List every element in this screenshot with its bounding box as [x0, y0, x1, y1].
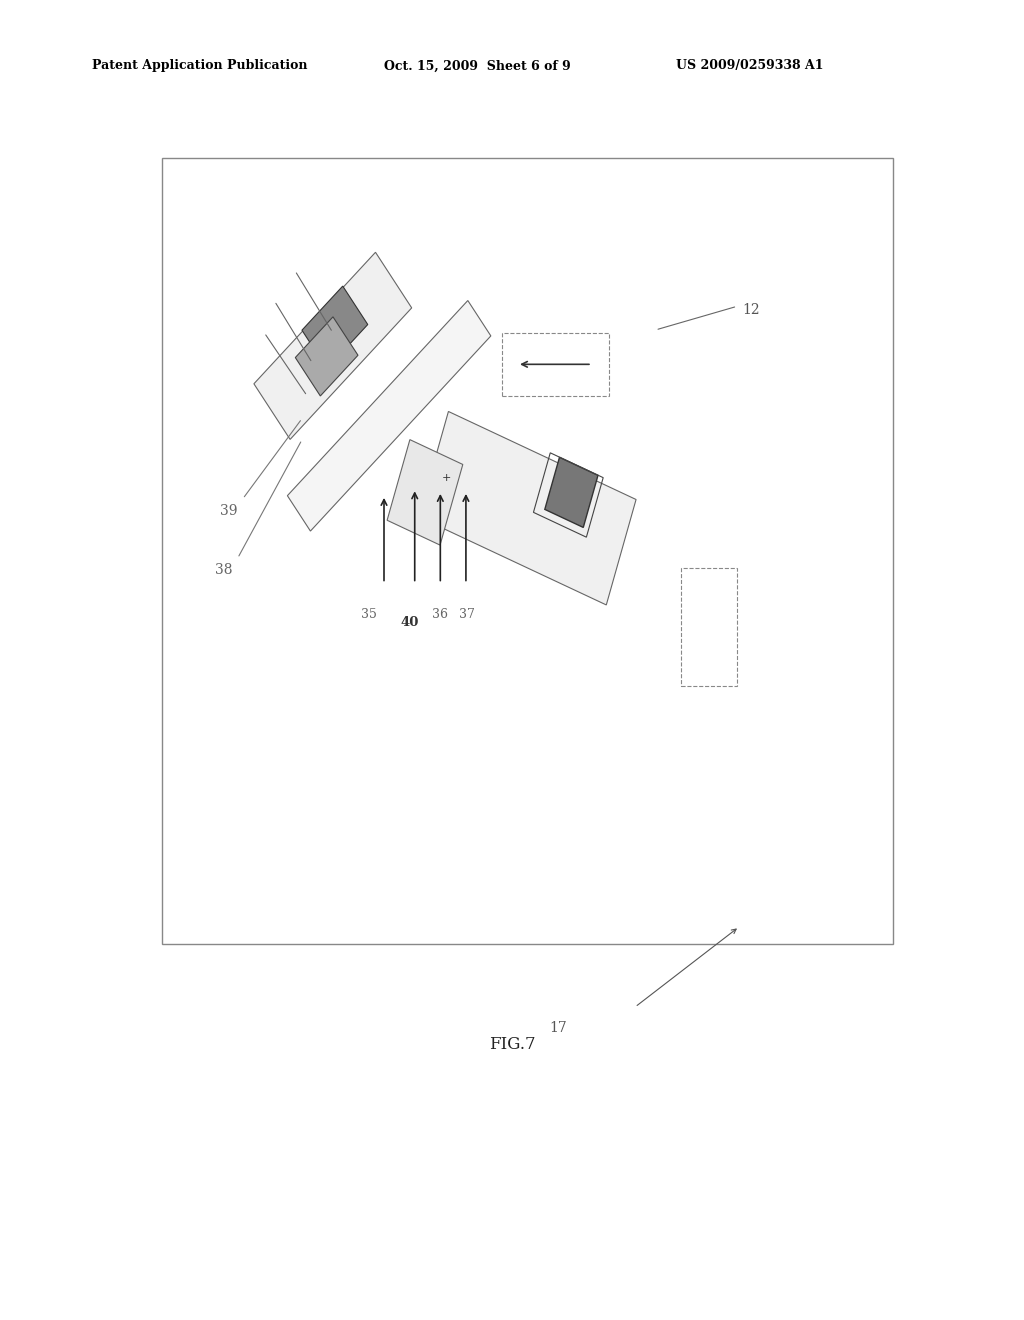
Polygon shape: [295, 317, 358, 396]
Polygon shape: [302, 286, 368, 368]
Text: 17: 17: [549, 1022, 567, 1035]
Bar: [681, 568, 737, 686]
Polygon shape: [387, 440, 463, 545]
Polygon shape: [254, 252, 412, 440]
Text: FIG.7: FIG.7: [488, 1036, 536, 1053]
Text: 36: 36: [432, 607, 449, 620]
Polygon shape: [288, 301, 490, 531]
Text: +: +: [441, 473, 452, 483]
Text: US 2009/0259338 A1: US 2009/0259338 A1: [676, 59, 823, 73]
Text: 37: 37: [459, 607, 475, 620]
Text: Oct. 15, 2009  Sheet 6 of 9: Oct. 15, 2009 Sheet 6 of 9: [384, 59, 570, 73]
Polygon shape: [419, 412, 636, 605]
Text: 39: 39: [220, 504, 238, 517]
Text: 12: 12: [742, 304, 760, 317]
Bar: [162, 158, 893, 944]
Polygon shape: [545, 457, 598, 528]
Text: 38: 38: [215, 564, 232, 577]
Bar: [502, 333, 609, 396]
Text: 35: 35: [360, 607, 377, 620]
Text: Patent Application Publication: Patent Application Publication: [92, 59, 307, 73]
Text: 40: 40: [400, 615, 419, 628]
